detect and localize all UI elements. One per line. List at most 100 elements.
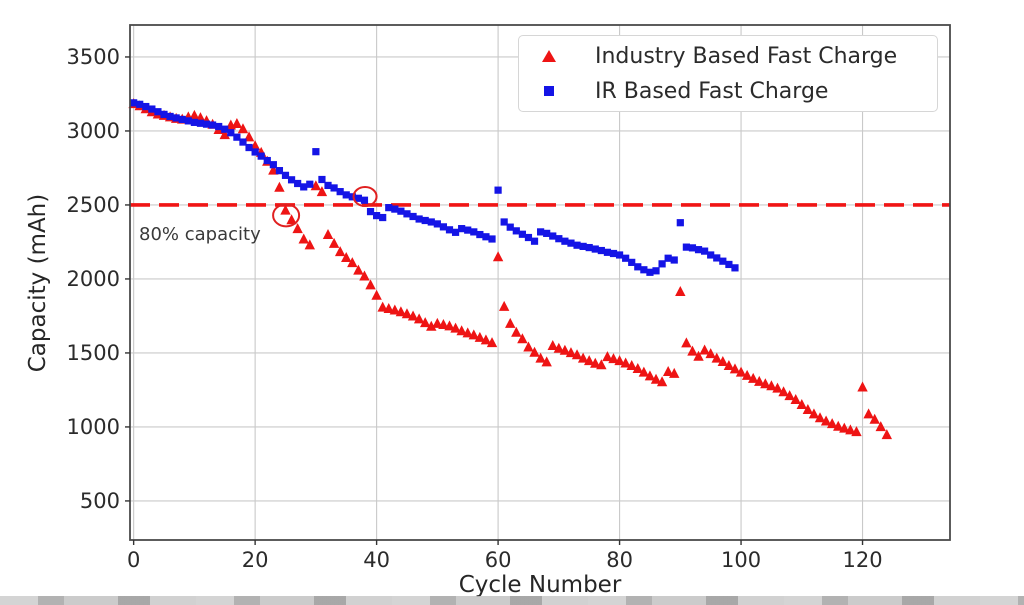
- data-point-square: [391, 205, 399, 213]
- data-point-triangle: [480, 334, 492, 345]
- data-point-square: [202, 120, 211, 128]
- data-point-triangle: [614, 355, 625, 366]
- data-point-square: [166, 112, 174, 121]
- data-point-square: [136, 100, 144, 108]
- data-point-square: [403, 210, 411, 218]
- data-point-square: [567, 239, 575, 247]
- data-point-square: [543, 229, 551, 237]
- data-point-square: [494, 186, 502, 194]
- data-point-square: [664, 254, 672, 262]
- data-point-square: [342, 191, 350, 199]
- data-point-triangle: [717, 356, 729, 367]
- data-point-triangle: [699, 344, 710, 355]
- data-point-triangle: [517, 333, 528, 344]
- data-point-square: [251, 148, 259, 156]
- data-point-triangle: [450, 322, 461, 333]
- data-point-square: [537, 228, 545, 236]
- data-point-square: [652, 267, 660, 275]
- data-point-square: [597, 246, 605, 255]
- data-point-square: [245, 143, 253, 152]
- data-point-triangle: [571, 349, 583, 360]
- data-point-triangle: [760, 378, 771, 389]
- x-tick-label: 100: [721, 548, 761, 572]
- data-point-triangle: [632, 362, 643, 373]
- data-point-triangle: [237, 123, 249, 134]
- data-point-square: [306, 180, 314, 188]
- data-point-square: [178, 115, 186, 124]
- data-point-square: [445, 226, 454, 234]
- data-point-square: [354, 194, 362, 202]
- annotation-circle: [272, 203, 301, 228]
- data-point-square: [312, 148, 320, 156]
- data-point-triangle: [796, 398, 807, 409]
- data-point-square: [160, 110, 168, 118]
- data-point-triangle: [748, 372, 759, 383]
- data-point-triangle: [334, 246, 346, 257]
- data-point-triangle: [784, 390, 795, 401]
- data-point-square: [482, 233, 490, 241]
- data-point-square: [281, 171, 290, 179]
- x-tick-label: 120: [842, 548, 882, 572]
- data-point-square: [142, 102, 150, 111]
- data-point-triangle: [456, 325, 467, 336]
- data-point-square: [300, 183, 308, 191]
- data-point-square: [439, 223, 448, 231]
- data-point-triangle: [328, 237, 340, 248]
- data-point-square: [670, 256, 678, 264]
- data-point-triangle: [626, 360, 637, 371]
- data-point-square: [561, 237, 569, 245]
- data-point-triangle: [541, 356, 552, 367]
- data-point-square: [646, 268, 654, 276]
- data-point-triangle: [389, 304, 401, 315]
- data-point-square: [488, 235, 496, 243]
- data-point-square: [421, 216, 429, 225]
- data-point-triangle: [322, 229, 334, 240]
- data-point-triangle: [826, 418, 838, 429]
- x-axis-title: Cycle Number: [458, 572, 622, 598]
- data-point-square: [366, 208, 375, 216]
- data-point-triangle: [802, 403, 814, 414]
- data-point-triangle: [286, 214, 297, 225]
- data-point-square: [676, 219, 684, 227]
- data-point-square: [658, 260, 666, 268]
- data-point-square: [221, 125, 229, 133]
- data-point-triangle: [711, 352, 722, 363]
- data-point-triangle: [432, 317, 443, 328]
- data-point-square: [628, 258, 636, 266]
- data-point-triangle: [662, 365, 674, 376]
- y-tick-label: 500: [80, 489, 120, 513]
- data-point-triangle: [547, 340, 558, 351]
- data-point-triangle: [529, 346, 540, 357]
- data-point-square: [573, 241, 581, 249]
- data-point-triangle: [401, 308, 413, 319]
- bottom-artifact-bar: [0, 596, 1024, 605]
- data-point-square: [451, 228, 460, 236]
- data-point-triangle: [735, 366, 747, 377]
- data-point-square: [269, 161, 277, 169]
- data-point-triangle: [486, 337, 498, 348]
- data-point-triangle: [413, 313, 425, 324]
- legend-label: IR Based Fast Charge: [595, 78, 829, 104]
- data-point-triangle: [790, 394, 801, 405]
- data-point-triangle: [559, 344, 571, 355]
- legend-item-industry: Industry Based Fast Charge: [519, 42, 937, 70]
- data-point-triangle: [280, 204, 291, 215]
- data-point-triangle: [444, 320, 455, 331]
- data-point-square: [682, 243, 690, 251]
- data-point-triangle: [845, 424, 856, 435]
- x-tick-label: 80: [606, 548, 633, 572]
- data-point-triangle: [863, 408, 874, 419]
- y-tick-label: 1000: [67, 415, 120, 439]
- data-point-square: [172, 114, 180, 122]
- data-point-triangle: [693, 350, 704, 361]
- y-tick-label: 3000: [67, 119, 120, 143]
- data-point-square: [725, 260, 733, 269]
- data-point-square: [324, 181, 332, 190]
- data-point-square: [215, 122, 223, 131]
- data-point-triangle: [656, 376, 668, 387]
- data-point-square: [154, 108, 162, 116]
- y-tick-label: 1500: [67, 341, 120, 365]
- data-point-triangle: [371, 289, 382, 300]
- data-point-square: [318, 175, 326, 184]
- data-point-triangle: [638, 366, 650, 377]
